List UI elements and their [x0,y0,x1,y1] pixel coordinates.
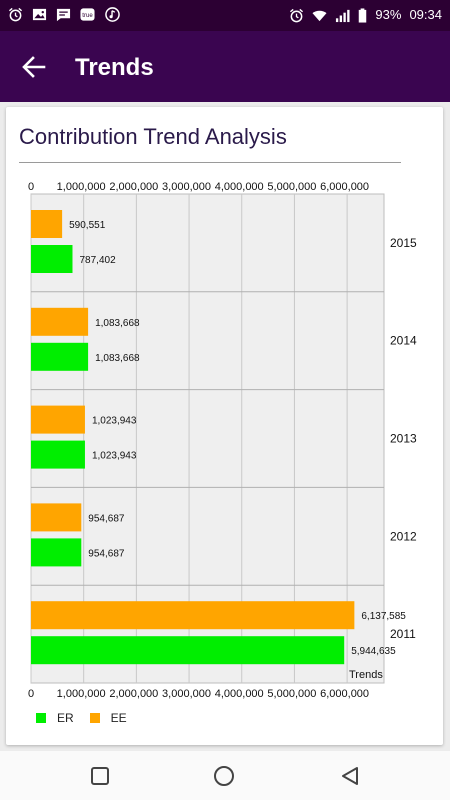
recents-button[interactable] [89,765,111,787]
circle-icon [214,766,234,786]
bar-er-2012 [31,538,82,567]
alarm-icon-right [289,8,304,23]
trend-card: Contribution Trend Analysis 0 0 1,000,000 1… [6,107,443,745]
legend-item-er[interactable]: ER [36,711,74,725]
title-divider [19,162,401,163]
app-bar: Trends [0,31,450,102]
status-bar: true 93% 09:34 [0,0,450,31]
legend-swatch-er [36,713,46,723]
bar-ee-2011 [31,601,355,630]
music-icon [105,7,120,22]
bar-er-2011 [31,636,345,665]
data-label-ee-2013: 1,023,943 [92,416,137,427]
bar-er-2015 [31,245,73,273]
battery-icon [358,7,367,23]
bar-ee-2012 [31,503,82,532]
clock-time: 09:34 [409,7,442,22]
bar-er-2014 [31,342,89,371]
legend-label-ee: EE [110,711,127,725]
bar-ee-2014 [31,307,89,336]
x-tick-label-bottom: 4,000,000 [215,688,264,700]
legend-label-er: ER [57,711,74,725]
navigation-bar [0,751,450,800]
legend-item-ee[interactable]: EE [89,711,127,725]
bar-ee-2013 [31,405,85,434]
x-tick-label-bottom: 6,000,000 [320,688,369,700]
message-icon [56,7,71,22]
square-icon [91,767,109,785]
data-label-er-2013: 1,023,943 [92,451,137,462]
data-label-ee-2011: 6,137,585 [361,611,406,622]
battery-percentage: 93% [375,7,402,22]
home-button[interactable] [213,765,235,787]
axis-title: Trends [349,669,383,681]
x-tick-label-top: 5,000,000 [267,181,316,193]
image-icon [32,7,47,22]
triangle-back-icon [342,767,358,785]
data-label-er-2014: 1,083,668 [95,353,140,364]
page-title: Trends [75,54,154,81]
category-label-2011: 2011 [390,627,416,641]
x-tick-label-top: 6,000,000 [320,181,369,193]
data-label-er-2011: 5,944,635 [351,646,396,657]
x-tick-label-top: 1,000,000 [57,181,106,193]
alarm-icon [8,7,23,22]
x-tick-label-top: 2,000,000 [109,181,158,193]
x-tick-label-bottom: 3,000,000 [162,688,211,700]
back-nav-button[interactable] [339,765,361,787]
data-label-ee-2015: 590,551 [69,220,106,231]
category-label-2015: 2015 [390,236,417,250]
signal-icon [335,8,350,23]
data-label-er-2015: 787,402 [79,255,116,266]
arrow-left-icon [22,56,46,78]
data-label-ee-2012: 954,687 [88,513,125,524]
true-app-icon: true [80,7,96,22]
category-label-2014: 2014 [390,334,417,348]
card-title: Contribution Trend Analysis [19,124,287,149]
back-button[interactable] [20,53,48,81]
category-label-2013: 2013 [390,432,417,446]
x-tick-label-bottom: 0 [28,688,34,700]
data-label-ee-2014: 1,083,668 [95,318,140,329]
x-tick-label-bottom: 1,000,000 [57,688,106,700]
trend-bar-chart: 001,000,0001,000,0002,000,0002,000,0003,… [28,181,417,700]
bar-ee-2015 [31,210,63,238]
true-app-label: true [82,12,93,19]
x-tick-label-bottom: 2,000,000 [109,688,158,700]
data-label-er-2012: 954,687 [88,548,125,559]
bar-er-2013 [31,440,85,469]
wifi-icon [312,8,327,23]
legend-swatch-ee [89,713,100,723]
x-tick-label-top: 4,000,000 [215,181,264,193]
x-tick-label-bottom: 5,000,000 [267,688,316,700]
category-label-2012: 2012 [390,529,417,543]
chart-legend: ER EE [36,711,143,725]
x-tick-label-top: 0 [28,181,34,193]
x-tick-label-top: 3,000,000 [162,181,211,193]
